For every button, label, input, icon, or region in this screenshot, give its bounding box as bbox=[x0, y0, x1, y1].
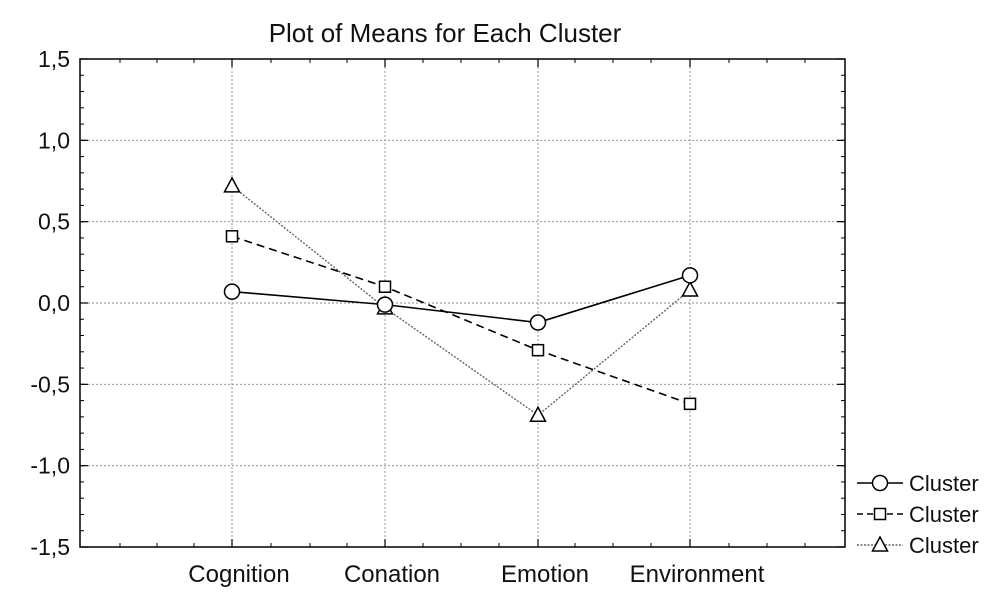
series-line bbox=[231, 274, 691, 324]
legend-marker-square bbox=[873, 507, 887, 521]
y-tick-label: 0,0 bbox=[38, 290, 70, 316]
x-tick-label: Emotion bbox=[501, 561, 589, 588]
data-point-triangle bbox=[681, 280, 699, 297]
data-point-circle bbox=[529, 314, 547, 331]
legend-item: Cluster bbox=[857, 502, 979, 527]
data-point-square bbox=[683, 397, 697, 411]
chart-title: Plot of Means for Each Cluster bbox=[269, 18, 622, 48]
grid-lines bbox=[80, 59, 845, 547]
series-group bbox=[223, 176, 699, 422]
y-tick-label: -1,5 bbox=[30, 534, 70, 560]
series-line bbox=[231, 185, 691, 417]
x-tick-label: Cognition bbox=[188, 561, 289, 588]
axis-ticks bbox=[80, 58, 845, 548]
data-point-triangle bbox=[529, 405, 547, 422]
data-point-triangle bbox=[223, 176, 241, 193]
data-point-circle bbox=[223, 283, 241, 300]
series-line bbox=[231, 235, 691, 405]
legend-label: Cluster bbox=[909, 471, 979, 496]
y-tick-label: 0,5 bbox=[38, 209, 70, 235]
legend-item: Cluster bbox=[857, 533, 979, 558]
legend-label: Cluster bbox=[909, 502, 979, 527]
y-tick-label: 1,5 bbox=[38, 46, 70, 72]
data-point-circle bbox=[376, 296, 394, 313]
series-circle bbox=[223, 267, 699, 331]
data-point-circle bbox=[681, 267, 699, 284]
legend-label: Cluster bbox=[909, 533, 979, 558]
legend-item: Cluster bbox=[857, 471, 979, 496]
y-tick-label: 1,0 bbox=[38, 127, 70, 153]
y-axis-tick-labels: -1,5 -1,0 -0,5 0,0 0,5 1,0 1,5 bbox=[30, 46, 70, 560]
data-point-square bbox=[378, 280, 392, 293]
plot-area-frame bbox=[79, 58, 846, 548]
data-point-square bbox=[225, 230, 239, 243]
legend-marker-circle bbox=[871, 474, 889, 492]
series-square bbox=[225, 230, 697, 411]
data-point-square bbox=[531, 343, 545, 357]
y-tick-label: -0,5 bbox=[30, 371, 70, 397]
x-tick-label: Conation bbox=[344, 561, 440, 588]
x-tick-label: Environment bbox=[630, 561, 765, 588]
y-tick-label: -1,0 bbox=[30, 453, 70, 479]
x-axis-tick-labels: Cognition Conation Emotion Environment bbox=[188, 561, 764, 588]
legend-marker-triangle bbox=[871, 535, 889, 552]
legend: Cluster Cluster Cluster bbox=[857, 471, 979, 558]
